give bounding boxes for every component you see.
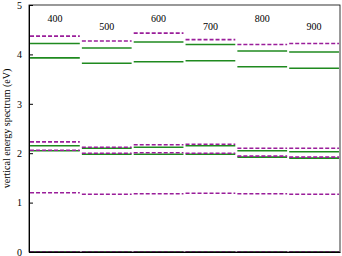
y-tick-label: 3 [17,99,22,110]
energy-level [134,144,184,146]
energy-level [134,41,184,43]
energy-level [289,43,339,45]
y-tick-label: 0 [17,247,22,256]
energy-level [30,43,80,45]
y-tick-label: 2 [17,148,22,159]
y-tick-mark [29,5,33,6]
energy-level [237,193,287,195]
y-tick: 4 [17,49,33,60]
energy-level [30,141,80,143]
energy-level [82,47,132,49]
energy-level [237,155,287,157]
energy-level [289,51,339,53]
energy-level [186,60,236,62]
energy-level [30,149,80,151]
y-tick-label: 1 [17,197,22,208]
y-axis-line [30,6,34,253]
y-tick: 0 [17,247,33,256]
energy-level [82,193,132,195]
plot: 0 1 2 3 4 5 400 500 600 700 800 900 [17,0,341,256]
energy-level [237,147,287,149]
y-tick: 3 [17,99,33,110]
energy-level [30,192,80,194]
y-tick-mark [29,153,33,154]
chart: 0 1 2 3 4 5 400 500 600 700 800 900 vertical energy … [0,0,342,256]
y-tick: 1 [17,197,33,208]
y-tick-label: 4 [17,49,22,60]
x-axis [30,252,341,253]
y-tick-label: 5 [17,0,22,11]
energy-level [134,61,184,63]
energy-level [30,150,80,152]
energy-level [237,150,287,152]
energy-level [30,35,80,37]
energy-level [237,156,287,158]
category-label: 900 [307,21,322,32]
y-tick: 5 [17,0,33,11]
energy-level [289,151,339,153]
y-tick-mark [29,203,33,204]
category-label: 400 [47,13,62,24]
energy-level [30,145,80,147]
energy-level [134,153,184,155]
energy-level [237,50,287,52]
energy-level [186,145,236,147]
energy-level [186,144,236,146]
energy-level [237,44,287,46]
category-label: 600 [151,13,166,24]
energy-level [237,66,287,68]
y-tick-mark [29,54,33,55]
levels [30,33,339,252]
energy-level [30,57,80,59]
energy-level [82,40,132,42]
y-axis-title: vertical energy spectrum (eV) [1,69,13,188]
energy-level [82,62,132,64]
energy-level [289,147,339,149]
energy-level [82,152,132,154]
energy-level [134,152,184,154]
energy-level [82,147,132,149]
energy-level [82,153,132,155]
energy-level [289,157,339,159]
energy-level [186,153,236,155]
y-tick-mark [29,104,33,105]
energy-level [134,32,184,34]
energy-level [134,193,184,195]
energy-level [186,39,236,41]
category-label: 500 [99,21,114,32]
energy-level [134,146,184,148]
category-label: 800 [255,13,270,24]
energy-level [82,146,132,148]
energy-level [186,44,236,46]
frame [29,5,340,252]
y-axis: 0 1 2 3 4 5 [17,0,33,256]
energy-level [289,67,339,69]
category-label: 700 [203,21,218,32]
energy-level [186,192,236,194]
energy-level [289,193,339,195]
energy-level [289,156,339,158]
x-axis-line [30,252,341,253]
energy-level [186,152,236,154]
y-tick: 2 [17,148,33,159]
